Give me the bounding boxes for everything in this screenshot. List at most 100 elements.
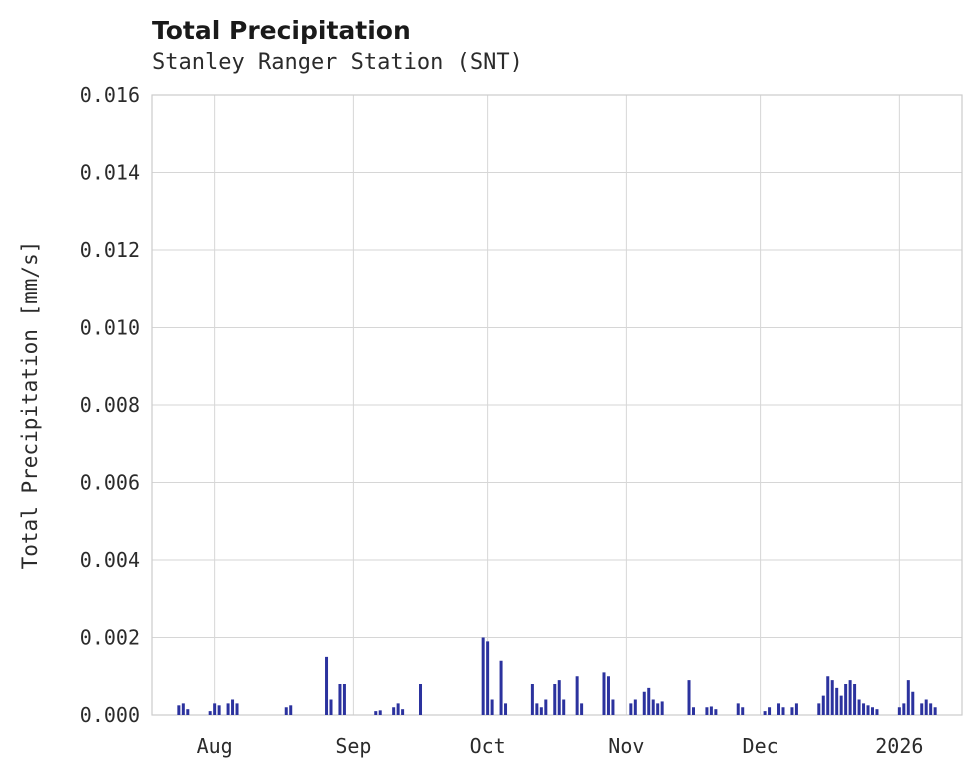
precipitation-bar — [835, 687, 839, 715]
precipitation-bar — [687, 680, 691, 715]
precipitation-bar — [848, 680, 852, 715]
precipitation-bar — [817, 703, 821, 715]
precipitation-bar — [853, 684, 857, 715]
precipitation-bar — [870, 707, 874, 715]
y-tick-label: 0.008 — [80, 393, 140, 417]
precipitation-bar — [226, 703, 230, 715]
precipitation-bar — [875, 709, 879, 715]
precipitation-bar — [289, 705, 293, 715]
precipitation-bar — [709, 706, 713, 715]
chart-title: Total Precipitation — [152, 16, 411, 45]
precipitation-bar — [378, 710, 382, 715]
precipitation-bar — [736, 703, 740, 715]
precipitation-bar — [580, 703, 584, 715]
precipitation-bar — [602, 672, 606, 715]
precipitation-bar — [629, 703, 633, 715]
precipitation-bar — [481, 637, 485, 715]
y-tick-label: 0.012 — [80, 238, 140, 262]
precipitation-bar — [691, 707, 695, 715]
y-tick-label: 0.010 — [80, 316, 140, 340]
precipitation-bar — [633, 699, 637, 715]
precipitation-bar — [530, 684, 534, 715]
x-tick-label: Dec — [743, 734, 779, 758]
x-tick-label: Nov — [608, 734, 644, 758]
precipitation-bar — [826, 676, 830, 715]
precipitation-bar — [705, 707, 709, 715]
precipitation-bar — [208, 711, 212, 715]
precipitation-bar — [401, 709, 405, 715]
y-tick-label: 0.006 — [80, 471, 140, 495]
precipitation-bar — [490, 699, 494, 715]
precipitation-bar — [642, 691, 646, 715]
chart-subtitle: Stanley Ranger Station (SNT) — [152, 50, 523, 75]
precipitation-bar — [933, 707, 937, 715]
precipitation-bar — [374, 711, 378, 715]
x-gridlines — [214, 95, 900, 715]
precipitation-bar — [557, 680, 561, 715]
precipitation-bar — [329, 699, 333, 715]
precipitation-bar — [486, 641, 490, 715]
precipitation-bar — [181, 703, 185, 715]
precipitation-bar — [790, 707, 794, 715]
precipitation-bar — [213, 703, 217, 715]
precipitation-bar — [499, 660, 503, 715]
precipitation-bar — [924, 699, 928, 715]
x-tick-label: Aug — [197, 734, 233, 758]
precipitation-bar — [419, 684, 423, 715]
y-tick-label: 0.002 — [80, 626, 140, 650]
y-tick-label: 0.004 — [80, 548, 140, 572]
plot-border — [151, 94, 963, 716]
precipitation-bar — [284, 707, 288, 715]
x-tick-label: 2026 — [875, 734, 923, 758]
precipitation-bar — [920, 703, 924, 715]
precipitation-bar — [906, 680, 910, 715]
precipitation-bar — [830, 680, 834, 715]
y-tick-label: 0.000 — [80, 703, 140, 727]
precipitation-bar — [342, 684, 346, 715]
precipitation-bar — [544, 699, 548, 715]
precipitation-bar — [504, 703, 508, 715]
x-tick-labels: Aug Sep Oct Nov Dec 2026 — [197, 734, 924, 758]
precipitation-bar — [821, 695, 825, 715]
precipitation-bar — [866, 705, 870, 715]
precipitation-bar — [611, 699, 615, 715]
precipitation-bar — [902, 703, 906, 715]
precipitation-bar — [553, 684, 557, 715]
precipitation-bar — [177, 705, 181, 715]
precipitation-bar — [777, 703, 781, 715]
y-tick-label: 0.016 — [80, 83, 140, 107]
x-tick-label: Oct — [470, 734, 506, 758]
precipitation-bar — [781, 707, 785, 715]
precipitation-bar — [396, 703, 400, 715]
precipitation-bar — [763, 711, 767, 715]
precipitation-bar — [897, 707, 901, 715]
precipitation-bar — [857, 699, 861, 715]
precipitation-bar — [606, 676, 610, 715]
precipitation-bar — [186, 709, 190, 715]
precipitation-bar — [844, 684, 848, 715]
precipitation-bar — [231, 699, 235, 715]
precipitation-bar — [217, 705, 221, 715]
precipitation-bar — [768, 707, 772, 715]
precipitation-bar — [535, 703, 539, 715]
precipitation-bar — [839, 695, 843, 715]
precipitation-bar — [929, 703, 933, 715]
precipitation-bar — [575, 676, 579, 715]
precipitation-bar — [911, 691, 915, 715]
precipitation-bar — [338, 684, 342, 715]
precipitation-bar — [651, 699, 655, 715]
y-gridlines — [152, 94, 962, 716]
x-tick-label: Sep — [335, 734, 371, 758]
precipitation-bar — [392, 707, 396, 715]
precipitation-bar — [656, 703, 660, 715]
precipitation-bar — [325, 656, 329, 715]
precipitation-bar — [714, 709, 718, 715]
y-tick-label: 0.014 — [80, 161, 140, 185]
precipitation-bar — [539, 707, 543, 715]
precipitation-bar — [562, 699, 566, 715]
precipitation-bar — [741, 707, 745, 715]
y-tick-labels: 0.000 0.002 0.004 0.006 0.008 0.010 0.012 0.014… — [80, 83, 140, 727]
precipitation-bar — [862, 703, 866, 715]
